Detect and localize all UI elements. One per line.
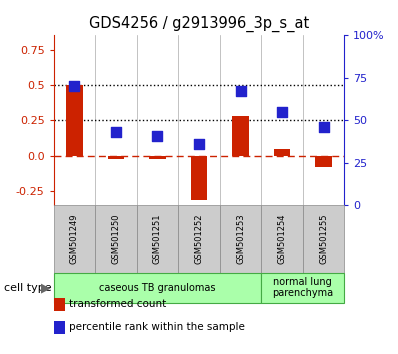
Point [196, 142, 202, 147]
Bar [149, 156, 166, 159]
Text: GSM501255: GSM501255 [319, 214, 328, 264]
Text: percentile rank within the sample: percentile rank within the sample [69, 322, 245, 332]
Bar [232, 116, 249, 156]
Point [237, 88, 244, 93]
Point [320, 125, 327, 130]
Point [113, 129, 119, 135]
Text: GSM501250: GSM501250 [111, 214, 121, 264]
Point [71, 84, 78, 89]
Bar [315, 156, 332, 167]
Text: GSM501254: GSM501254 [277, 214, 287, 264]
Text: GSM501253: GSM501253 [236, 213, 245, 264]
Text: GDS4256 / g2913996_3p_s_at: GDS4256 / g2913996_3p_s_at [89, 16, 309, 32]
Text: cell type: cell type [4, 282, 52, 293]
Point [279, 109, 285, 115]
Text: transformed count: transformed count [69, 299, 166, 309]
Bar [66, 85, 83, 156]
Text: GSM501249: GSM501249 [70, 214, 79, 264]
Text: caseous TB granulomas: caseous TB granulomas [99, 282, 216, 293]
Bar [191, 156, 207, 200]
Text: GSM501252: GSM501252 [195, 214, 203, 264]
Point [154, 133, 161, 139]
Bar [274, 149, 290, 156]
Text: GSM501251: GSM501251 [153, 214, 162, 264]
Text: normal lung
parenchyma: normal lung parenchyma [272, 277, 334, 298]
Text: ▶: ▶ [41, 281, 51, 294]
Bar [108, 156, 124, 159]
